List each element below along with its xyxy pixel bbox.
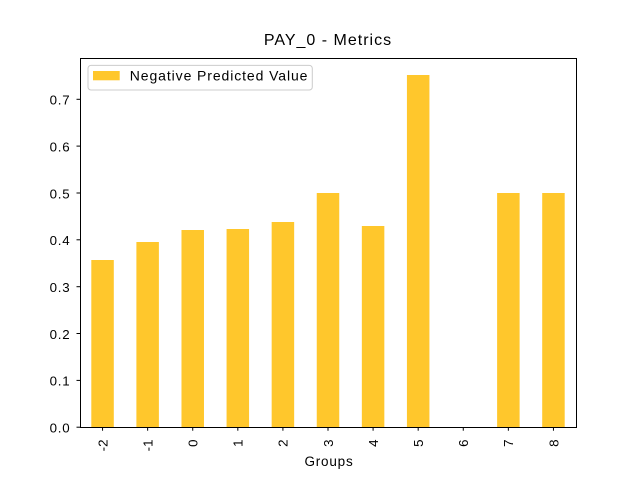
svg-text:8: 8 [546, 440, 561, 447]
svg-text:1: 1 [231, 440, 246, 447]
svg-text:0.5: 0.5 [50, 186, 71, 201]
svg-text:0.6: 0.6 [50, 139, 71, 154]
svg-text:2: 2 [276, 440, 291, 447]
svg-text:0.7: 0.7 [50, 93, 71, 108]
svg-text:-1: -1 [140, 440, 155, 452]
svg-text:5: 5 [411, 440, 426, 447]
svg-text:0: 0 [186, 440, 201, 447]
svg-text:-2: -2 [95, 440, 110, 452]
svg-text:4: 4 [366, 440, 381, 447]
svg-text:0.4: 0.4 [50, 233, 71, 248]
svg-text:0.3: 0.3 [50, 280, 71, 295]
svg-text:Negative Predicted Value: Negative Predicted Value [130, 68, 309, 84]
svg-text:0.1: 0.1 [50, 374, 71, 389]
svg-text:0.0: 0.0 [50, 421, 71, 436]
svg-text:PAY_0 - Metrics: PAY_0 - Metrics [264, 32, 392, 49]
svg-text:0.2: 0.2 [50, 327, 71, 342]
svg-text:6: 6 [456, 440, 471, 447]
svg-text:3: 3 [321, 440, 336, 447]
svg-text:Groups: Groups [304, 454, 353, 469]
svg-text:7: 7 [501, 440, 516, 447]
